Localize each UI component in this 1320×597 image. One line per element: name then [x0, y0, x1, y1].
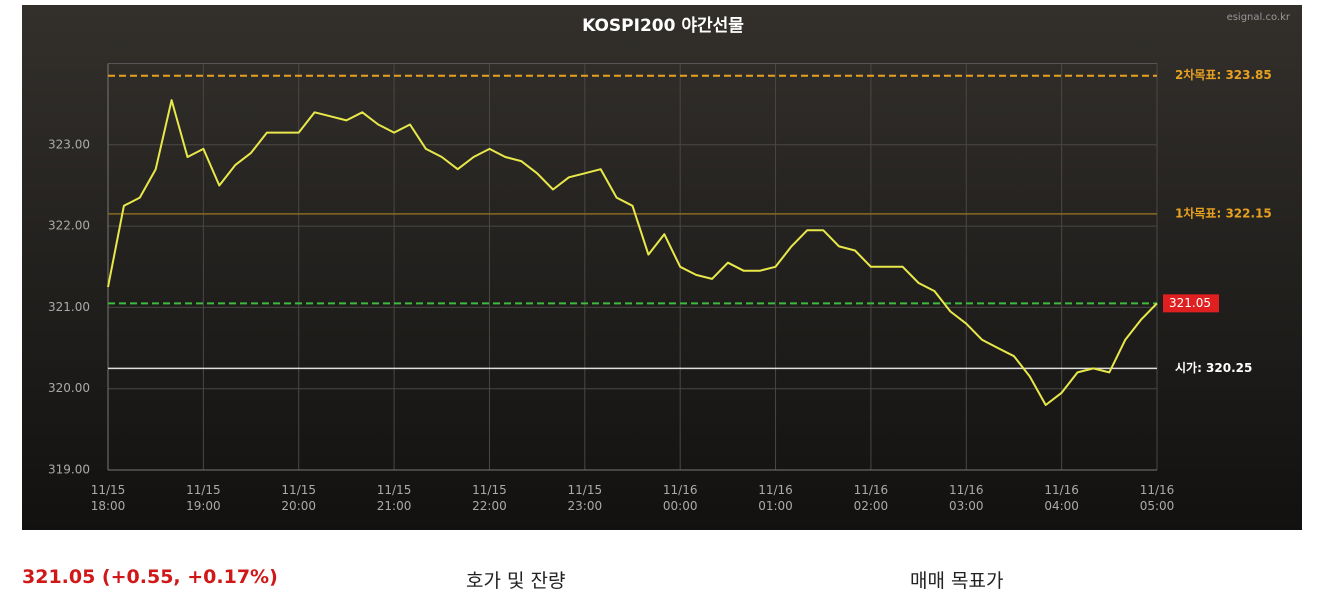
- y-tick-label: 323.00: [48, 137, 90, 151]
- y-tick-label: 320.00: [48, 381, 90, 395]
- x-tick-label: 11/15 18:00: [90, 483, 126, 513]
- tab[interactable]: 호가 및 잔량: [466, 570, 566, 592]
- chart: KOSPI200 야간선물 esignal.co.kr 319.00 320.00…: [22, 5, 1302, 530]
- tab[interactable]: 매매 목표가: [910, 570, 1004, 592]
- price-change: 321.05 (+0.55, +0.17%): [22, 566, 278, 588]
- reference-label: 1차목표: 322.15: [1175, 205, 1272, 220]
- x-tick-label: 11/15 20:00: [281, 483, 317, 513]
- y-tick-label: 322.00: [48, 219, 90, 233]
- reference-label: 321.05: [1169, 296, 1211, 310]
- chart-title: KOSPI200 야간선물: [582, 16, 744, 36]
- x-tick-label: 11/16 00:00: [662, 483, 698, 513]
- reference-label: 2차목표: 323.85: [1175, 67, 1272, 82]
- x-tick-label: 11/16 03:00: [948, 483, 984, 513]
- x-tick-label: 11/15 21:00: [376, 483, 412, 513]
- x-tick-label: 11/16 02:00: [853, 483, 889, 513]
- x-tick-label: 11/15 22:00: [472, 483, 507, 513]
- x-tick-label: 11/15 23:00: [567, 483, 603, 513]
- x-tick-label: 11/15 19:00: [186, 483, 221, 513]
- x-tick-label: 11/16 05:00: [1139, 483, 1175, 513]
- reference-label: 시가: 320.25: [1175, 360, 1252, 375]
- x-tick-label: 11/16 04:00: [1044, 483, 1079, 513]
- y-tick-label: 319.00: [48, 463, 90, 477]
- price-line: [107, 99, 1158, 406]
- panel: [22, 5, 1302, 530]
- y-tick-label: 321.00: [48, 300, 90, 314]
- x-tick-label: 11/16 01:00: [758, 483, 793, 513]
- price-badge: [1163, 294, 1219, 313]
- source: esignal.co.kr: [1227, 12, 1291, 23]
